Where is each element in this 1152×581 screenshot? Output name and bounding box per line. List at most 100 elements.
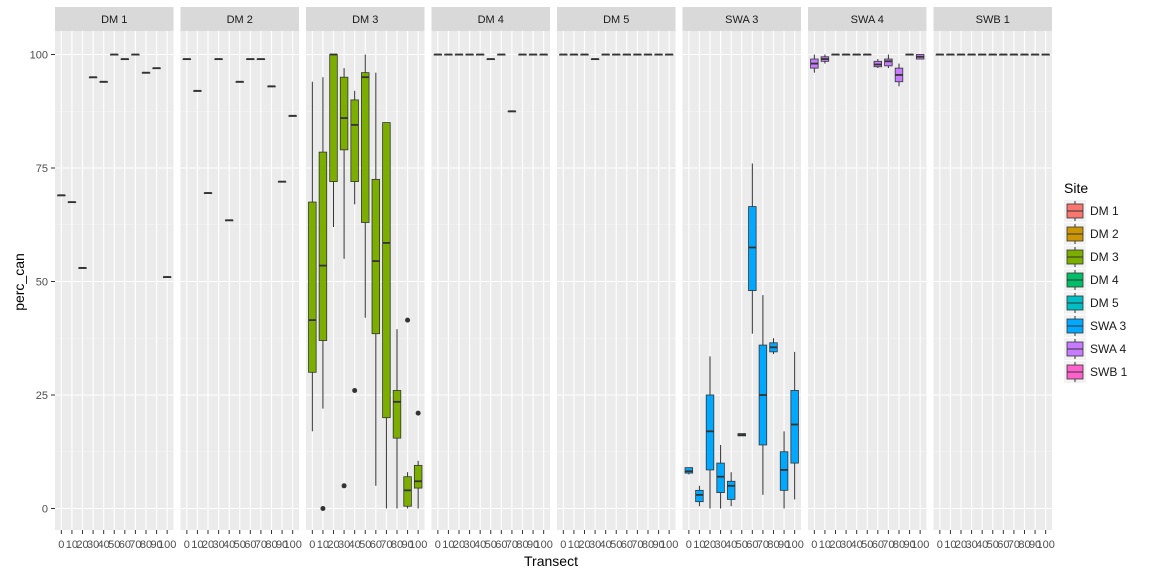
- x-tick-label-dm1-90: 90: [150, 539, 162, 551]
- box-outlier: [341, 483, 347, 489]
- x-tick-label-swa4-10: 10: [819, 539, 831, 551]
- box-swb1-10: [946, 53, 955, 56]
- box-outlier: [352, 387, 358, 393]
- box-dm1-70: [131, 53, 140, 56]
- y-axis-title: perc_can: [11, 253, 27, 311]
- legend-item-swb1: SWB 1: [1064, 361, 1128, 383]
- x-tick-label-dm5-90: 90: [652, 539, 664, 551]
- x-tick-label-dm3-80: 80: [391, 539, 403, 551]
- box-body: [790, 390, 799, 464]
- box-dm4-50: [486, 58, 495, 61]
- panel-strip-swa3: [682, 7, 801, 31]
- x-tick-label-swa4-60: 60: [872, 539, 884, 551]
- x-tick-label-dm1-30: 30: [87, 539, 99, 551]
- box-dm5-30: [590, 58, 600, 61]
- box-dm3-70: [382, 122, 391, 509]
- box-body: [371, 178, 381, 335]
- box-swa3-20: [705, 356, 715, 509]
- box-swa4-40: [852, 53, 861, 56]
- box-body: [382, 122, 391, 419]
- box-dm2-20: [203, 192, 213, 194]
- box-dm3-10: [318, 77, 328, 511]
- box-dm5-40: [601, 53, 610, 56]
- box-dm2-40: [224, 219, 234, 222]
- x-tick-label-dm2-50: 50: [234, 539, 246, 551]
- x-tick-label-dm4-50: 50: [485, 539, 497, 551]
- x-tick-label-dm3-60: 60: [370, 539, 382, 551]
- box-dm2-0: [182, 58, 192, 61]
- box-dm1-90: [152, 67, 161, 70]
- box-body: [403, 476, 412, 507]
- box-swa4-10: [820, 54, 830, 64]
- x-tick-label-dm5-100: 100: [660, 539, 678, 551]
- x-tick-label-dm4-30: 30: [463, 539, 475, 551]
- box-dm1-50: [110, 53, 119, 56]
- box-swa3-30: [716, 444, 725, 509]
- x-tick-label-swb1-10: 10: [944, 539, 956, 551]
- legend-item-label: SWB 1: [1090, 365, 1128, 379]
- x-tick-label-dm5-60: 60: [621, 539, 633, 551]
- x-tick-label-swa3-60: 60: [746, 539, 758, 551]
- panel-strip-label-dm3: DM 3: [352, 14, 378, 26]
- x-tick-label-dm2-0: 0: [184, 539, 190, 551]
- legend-item-dm3: DM 3: [1064, 246, 1119, 268]
- x-tick-label-dm4-90: 90: [527, 539, 539, 551]
- legend-item-dm1: DM 1: [1064, 200, 1119, 222]
- box-outlier: [415, 410, 421, 416]
- x-tick-label-swa4-30: 30: [840, 539, 852, 551]
- box-dm3-90: [403, 317, 412, 509]
- box-body: [884, 58, 893, 67]
- y-tick-label-50: 50: [36, 277, 48, 289]
- legend-item-label: DM 1: [1090, 204, 1119, 218]
- legend-item-dm5: DM 5: [1064, 292, 1119, 314]
- box-body: [779, 451, 789, 491]
- box-body: [705, 394, 715, 471]
- x-tick-label-swb1-0: 0: [937, 539, 943, 551]
- box-dm2-100: [288, 114, 297, 117]
- box-body: [308, 201, 317, 373]
- x-tick-label-dm2-100: 100: [283, 539, 301, 551]
- x-tick-label-swb1-20: 20: [955, 539, 967, 551]
- box-dm4-0: [433, 53, 443, 56]
- x-tick-label-swb1-100: 100: [1036, 539, 1054, 551]
- x-tick-label-swb1-40: 40: [976, 539, 988, 551]
- x-tick-label-swa4-0: 0: [811, 539, 817, 551]
- x-tick-label-dm1-0: 0: [58, 539, 64, 551]
- box-swb1-50: [988, 53, 997, 56]
- panel-strip-dm2: [180, 7, 299, 31]
- x-tick-label-swa3-20: 20: [704, 539, 716, 551]
- box-swa4-80: [894, 63, 904, 87]
- x-tick-label-dm2-60: 60: [244, 539, 256, 551]
- box-swa3-40: [726, 472, 736, 507]
- panel-strip-label-dm5: DM 5: [603, 14, 629, 26]
- x-tick-label-swb1-80: 80: [1018, 539, 1030, 551]
- box-dm1-80: [141, 71, 151, 74]
- box-body: [318, 151, 328, 341]
- box-swa3-10: [695, 485, 704, 507]
- x-tick-label-dm1-80: 80: [140, 539, 152, 551]
- box-swb1-60: [999, 53, 1008, 56]
- x-tick-label-dm3-70: 70: [380, 539, 392, 551]
- x-tick-label-swa3-40: 40: [725, 539, 737, 551]
- x-tick-label-swa3-70: 70: [757, 539, 769, 551]
- y-tick-label-0: 0: [42, 504, 48, 516]
- box-dm3-30: [339, 68, 349, 489]
- x-tick-label-swa3-100: 100: [785, 539, 803, 551]
- box-dm2-70: [256, 58, 266, 61]
- box-dm4-20: [454, 53, 464, 56]
- x-tick-label-swa4-20: 20: [829, 539, 841, 551]
- box-dm2-50: [235, 80, 244, 83]
- x-tick-label-swa4-80: 80: [893, 539, 905, 551]
- box-dm5-90: [654, 53, 663, 56]
- x-tick-label-dm1-40: 40: [98, 539, 110, 551]
- box-dm5-0: [559, 53, 568, 56]
- y-tick-label-25: 25: [36, 390, 48, 402]
- box-outlier: [320, 506, 326, 511]
- legend-item-dm4: DM 4: [1064, 269, 1119, 291]
- panel-strip-label-dm4: DM 4: [478, 14, 504, 26]
- panel-strip-swb1: [933, 7, 1052, 31]
- y-tick-label-100: 100: [30, 50, 48, 62]
- box-dm4-60: [497, 53, 506, 56]
